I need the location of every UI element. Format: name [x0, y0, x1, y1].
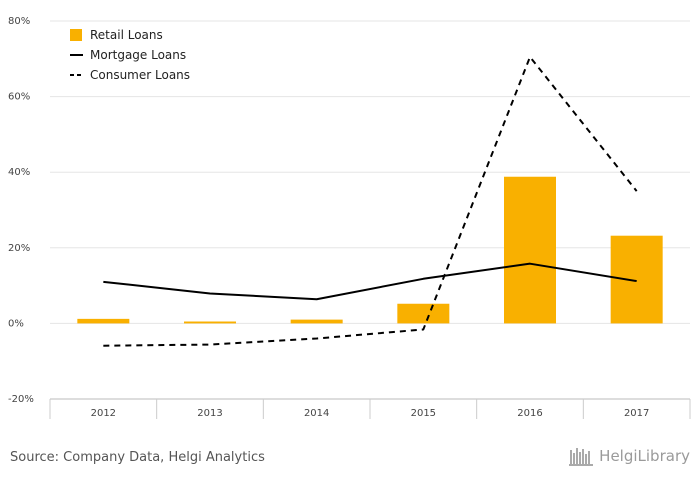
brand-logo[interactable]: HelgiLibrary [569, 446, 690, 466]
source-note: Source: Company Data, Helgi Analytics [10, 450, 265, 465]
legend-swatch-bar [70, 29, 82, 41]
y-tick-label: 20% [8, 243, 30, 254]
y-tick-label: 0% [8, 318, 24, 329]
bar-retail-loans [77, 318, 130, 324]
library-icon [569, 448, 594, 466]
legend-label: Mortgage Loans [90, 48, 186, 62]
bar-retail-loans [610, 235, 663, 324]
footer: Source: Company Data, Helgi Analytics He… [0, 440, 700, 483]
x-tick-label: 2012 [91, 408, 116, 419]
line-consumer-loans [103, 55, 638, 347]
x-tick-label: 2017 [624, 408, 649, 419]
x-tick-label: 2015 [411, 408, 436, 419]
line-mortgage-loans [103, 262, 637, 301]
legend-label: Retail Loans [90, 28, 163, 42]
y-tick-label: -20% [8, 394, 34, 405]
x-tick-label: 2013 [197, 408, 222, 419]
bar-retail-loans [290, 319, 343, 324]
brand-text: HelgiLibrary [599, 447, 690, 465]
bar-retail-loans [504, 176, 556, 324]
y-tick-label: 40% [8, 167, 30, 178]
bar-retail-loans [184, 321, 236, 324]
chart: -20% 0% 20% 40% 60% 80% 2012 2013 2014 2015 2016 20… [8, 16, 691, 419]
legend-label: Consumer Loans [90, 68, 190, 82]
y-tick-label: 60% [8, 92, 30, 103]
bar-retail-loans [397, 303, 450, 324]
y-tick-label: 80% [8, 16, 30, 27]
x-tick-label: 2016 [517, 408, 542, 419]
x-tick-label: 2014 [304, 408, 329, 419]
